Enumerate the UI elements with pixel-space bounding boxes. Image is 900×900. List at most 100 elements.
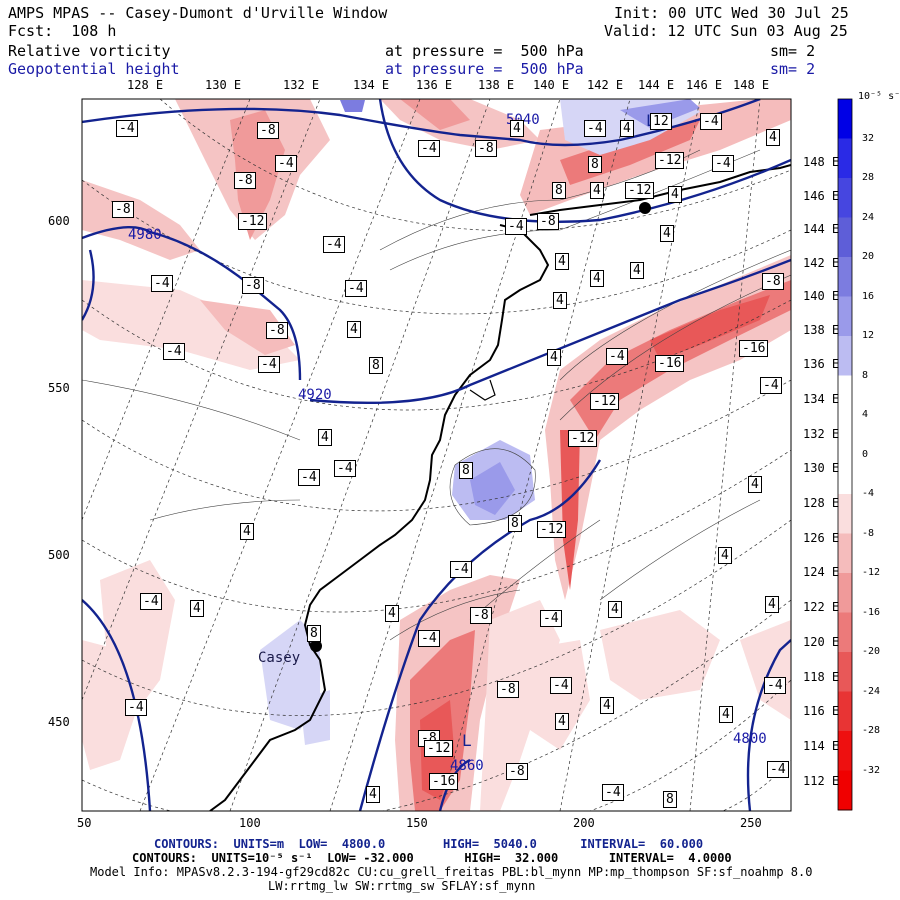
- vorticity-value-label: 8: [508, 515, 522, 532]
- top-lon-label: 148 E: [733, 78, 770, 92]
- colorbar-swatch: [838, 99, 852, 139]
- vorticity-value-label: -12: [590, 393, 620, 410]
- vorticity-value-label: -4: [700, 113, 722, 130]
- vorticity-value-label: 4: [190, 600, 204, 617]
- vorticity-value-label: -8: [762, 273, 784, 290]
- right-lon-label: 136 E: [803, 357, 840, 372]
- height-contour-4980b: [378, 99, 791, 223]
- colorbar-swatch: [838, 138, 852, 179]
- positive-vorticity-area: [470, 462, 515, 515]
- vorticity-value-label: -4: [760, 377, 782, 394]
- vorticity-value-label: 4: [318, 429, 332, 446]
- colorbar-swatch: [838, 296, 852, 337]
- colorbar-label: 12: [862, 330, 875, 341]
- top-lon-label: 138 E: [478, 78, 515, 92]
- colorbar-swatch: [838, 336, 852, 376]
- colorbar-swatch: [838, 454, 852, 495]
- vorticity-value-label: -4: [540, 610, 562, 627]
- colorbar-swatch: [838, 573, 852, 613]
- vorticity-value-label: -8: [475, 140, 497, 157]
- colorbar-label: 24: [862, 211, 875, 223]
- top-lon-label: 134 E: [353, 78, 390, 92]
- vorticity-value-label: 8: [307, 625, 321, 642]
- vorticity-value-label: 4: [347, 321, 361, 338]
- vorticity-value-label: -4: [712, 155, 734, 172]
- left-axis-label: 450: [48, 715, 70, 729]
- vorticity-value-label: 8: [663, 791, 677, 808]
- colorbar-swatch: [838, 612, 852, 653]
- field1-name: Relative vorticity: [8, 42, 171, 60]
- negative-vorticity-area: [200, 300, 295, 355]
- height-contour-4920: [309, 258, 791, 405]
- colorbar-label: 8: [862, 369, 869, 381]
- right-lon-label: 148 E: [803, 155, 840, 169]
- colorbar-swatch: [838, 770, 852, 811]
- vorticity-value-label: 4: [366, 786, 380, 803]
- positive-vorticity-area: [340, 100, 365, 112]
- bottom-axis-label: 150: [406, 816, 428, 830]
- right-lon-label: 146 E: [803, 188, 840, 203]
- dumont-station-dot: [639, 202, 651, 214]
- vorticity-value-label: 8: [552, 182, 566, 199]
- left-axis-label: 550: [48, 381, 70, 395]
- vorticity-value-label: 4: [555, 253, 569, 270]
- negative-vorticity-area: [600, 610, 720, 700]
- vorticity-value-label: -12: [238, 213, 268, 230]
- colorbar-label: -20: [862, 646, 881, 657]
- positive-vorticity-area: [300, 690, 330, 745]
- colorbar-swatch: [838, 217, 852, 258]
- height-label-4800: 4800: [733, 731, 767, 747]
- vorticity-value-label: 4: [600, 697, 614, 714]
- right-lon-label: 116 E: [803, 704, 840, 719]
- vorticity-value-label: -4: [125, 699, 147, 716]
- colorbar-label: -12: [862, 567, 881, 578]
- vorticity-value-label: -4: [550, 677, 572, 694]
- vorticity-value-label: -4: [323, 236, 345, 253]
- negative-vorticity-area: [520, 640, 590, 750]
- left-axis-label: 500: [48, 548, 70, 562]
- right-lon-label: 128 E: [803, 496, 840, 510]
- vorticity-value-label: -8: [234, 172, 256, 189]
- top-lon-label: 144 E: [638, 78, 675, 92]
- colorbar-label: -8: [862, 527, 875, 539]
- colorbar-label: -4: [862, 488, 875, 499]
- vorticity-value-label: 4: [553, 292, 567, 309]
- height-contour-4860: [358, 459, 602, 811]
- vorticity-value-label: -8: [112, 201, 134, 218]
- vorticity-value-label: -8: [470, 607, 492, 624]
- top-lon-label: 140 E: [533, 78, 570, 92]
- bottom-axis-label: 100: [239, 816, 261, 830]
- top-lon-label: 146 E: [686, 78, 723, 92]
- top-lon-label: 142 E: [587, 78, 624, 92]
- map-area: [82, 99, 791, 811]
- colorbar-label: 16: [862, 290, 875, 302]
- vorticity-value-label: -4: [151, 275, 173, 292]
- vorticity-value-label: 4: [719, 706, 733, 723]
- colorbar-label: 4: [862, 409, 869, 420]
- negative-vorticity-area: [650, 295, 770, 360]
- right-lon-label: 130 E: [803, 461, 840, 476]
- vorticity-value-label: 4: [660, 225, 674, 242]
- colorbar-unit: 10⁻⁵ s⁻¹: [858, 91, 900, 102]
- field2-name: Geopotential height: [8, 60, 180, 78]
- right-lon-label: 112 E: [803, 773, 840, 788]
- colorbar-swatch: [838, 375, 852, 416]
- colorbar-swatch: [838, 731, 852, 771]
- negative-vorticity-area: [400, 99, 470, 130]
- field2-smoothing: sm= 2: [770, 60, 816, 78]
- vorticity-value-label: 4: [240, 523, 254, 540]
- coastline: [469, 379, 496, 401]
- right-lon-label: 120 E: [803, 634, 840, 649]
- top-lon-label: 136 E: [416, 78, 453, 92]
- colorbar-swatch: [838, 257, 852, 297]
- colorbar-label: 20: [862, 251, 875, 262]
- right-lon-label: 114 E: [803, 738, 840, 753]
- low-marker: L: [462, 731, 472, 750]
- vorticity-value-label: 8: [369, 357, 383, 374]
- vorticity-value-label: 4: [630, 262, 644, 279]
- vorticity-value-label: 8: [459, 462, 473, 479]
- colorbar-frame: [837, 98, 853, 811]
- casey-label: Casey: [258, 650, 301, 666]
- valid-time: Valid: 12 UTC Sun 03 Aug 25: [604, 22, 848, 40]
- vorticity-value-label: 4: [510, 120, 524, 137]
